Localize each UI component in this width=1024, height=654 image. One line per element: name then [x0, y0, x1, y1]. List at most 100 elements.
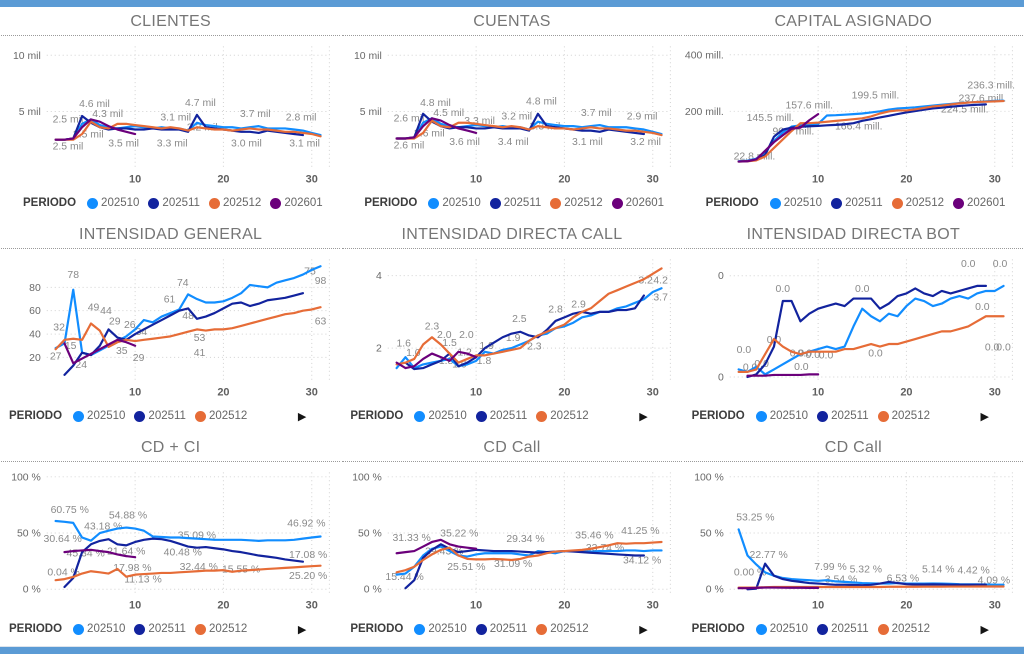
- data-label: 3.4 mil: [498, 137, 529, 148]
- legend-item-202511[interactable]: 202511: [817, 410, 869, 422]
- legend-color-dot: [194, 623, 206, 635]
- data-label: 237.6 mill.: [958, 93, 1006, 104]
- legend-color-dot: [148, 197, 160, 209]
- legend-item-202511[interactable]: 202511: [475, 623, 527, 635]
- y-axis-tick-label: 40: [29, 330, 41, 341]
- legend-item-202512[interactable]: 202512: [194, 623, 247, 635]
- legend-label: 202601: [625, 197, 665, 209]
- data-label: 11.13 %: [124, 574, 162, 585]
- data-label: 5.14 %: [922, 564, 955, 575]
- legend-item-202510[interactable]: 202510: [755, 410, 808, 422]
- data-label: 2.5 mil: [53, 115, 84, 126]
- legend-item-202511[interactable]: 202511: [831, 197, 883, 209]
- legend-item-202512[interactable]: 202512: [194, 410, 247, 422]
- data-label: 2.8: [549, 305, 564, 316]
- legend-item-202511[interactable]: 202511: [817, 623, 869, 635]
- line-chart[interactable]: 0 % 50 % 100 % 10 20 30 53.25 % 22.77 % 0.00 % 7.…: [684, 464, 1023, 616]
- legend-item-202601[interactable]: 202601: [952, 197, 1005, 209]
- legend-label: 202511: [831, 623, 869, 635]
- chart-card-3: CAPITAL ASIGNADO 200 mill. 400 mill. 10 20 3…: [683, 7, 1024, 220]
- series-line-202601: [395, 117, 478, 140]
- legend-color-dot: [817, 623, 829, 635]
- legend-next-arrow[interactable]: ▶: [980, 410, 989, 423]
- legend-color-dot: [755, 410, 767, 422]
- legend-label: 202510: [783, 197, 823, 209]
- data-label: 0.0: [818, 351, 833, 362]
- legend-item-202511[interactable]: 202511: [134, 623, 186, 635]
- legend-item-202510[interactable]: 202510: [414, 410, 467, 422]
- data-label: 29.34 %: [507, 534, 545, 545]
- legend-label: 202511: [162, 197, 200, 209]
- data-labels: 53.25 % 22.77 % 0.00 % 7.99 % 5.32 %3.54 % 6.…: [733, 513, 1009, 587]
- line-chart[interactable]: 0 % 50 % 100 % 10 20 30 31.33 % 35.22 % 39.43 % 1…: [342, 464, 681, 616]
- legend-color-dot: [475, 623, 487, 635]
- legend-item-202510[interactable]: 202510: [755, 623, 808, 635]
- line-chart[interactable]: 200 mill. 400 mill. 10 20 30 22.8 mill. 145.5 …: [684, 38, 1023, 190]
- legend-item-202512[interactable]: 202512: [208, 197, 261, 209]
- data-label: 75: [304, 267, 316, 278]
- legend-item-202512[interactable]: 202512: [891, 197, 944, 209]
- legend-item-202510[interactable]: 202510: [414, 623, 467, 635]
- y-axis-tick-label: 50 %: [17, 529, 41, 540]
- legend-next-arrow[interactable]: ▶: [639, 410, 648, 423]
- legend-next-arrow[interactable]: ▶: [297, 410, 307, 423]
- legend-item-202511[interactable]: 202511: [475, 410, 527, 422]
- data-label: 1.0: [406, 348, 421, 359]
- legend-item-202510[interactable]: 202510: [73, 623, 125, 635]
- legend-item-202512[interactable]: 202512: [536, 410, 589, 422]
- y-axis-tick-label: 0 %: [364, 585, 382, 596]
- data-label: 3.7 mil: [240, 109, 271, 120]
- legend-item-202510[interactable]: 202510: [87, 197, 139, 209]
- data-label: 43.18 %: [84, 522, 122, 533]
- data-label: 3.2: [639, 276, 654, 287]
- x-axis-tick-label: 10: [470, 387, 482, 399]
- legend-color-dot: [877, 410, 889, 422]
- x-axis-tick-label: 20: [900, 174, 912, 186]
- data-label: 236.3 mill.: [967, 81, 1015, 92]
- legend-label: 202512: [905, 197, 944, 209]
- data-label: 4.6 mil: [79, 99, 110, 110]
- legend-label: 202510: [87, 410, 126, 422]
- legend-item-202512[interactable]: 202512: [877, 410, 930, 422]
- series-line-202601: [63, 338, 137, 365]
- x-axis-tick-label: 30: [306, 174, 318, 186]
- legend-item-202511[interactable]: 202511: [489, 197, 541, 209]
- series-line-202601: [737, 586, 819, 590]
- legend-next-arrow[interactable]: ▶: [639, 623, 648, 636]
- legend-items: 202510 202511 202512: [73, 410, 256, 422]
- legend-next-arrow[interactable]: ▶: [297, 623, 307, 636]
- data-label: 22.8 mill.: [733, 151, 775, 162]
- legend-color-dot: [536, 623, 548, 635]
- legend-label: 202512: [550, 623, 589, 635]
- legend-title: PERIODO: [9, 410, 63, 422]
- data-label: 0.00 %: [733, 568, 766, 579]
- legend-item-202511[interactable]: 202511: [148, 197, 200, 209]
- legend-item-202512[interactable]: 202512: [877, 623, 930, 635]
- legend-item-202510[interactable]: 202510: [769, 197, 823, 209]
- legend-color-dot: [755, 623, 767, 635]
- legend-item-202511[interactable]: 202511: [134, 410, 186, 422]
- legend-item-202510[interactable]: 202510: [428, 197, 481, 209]
- legend-item-202601[interactable]: 202601: [611, 197, 665, 209]
- data-label: 2.6 mil: [394, 114, 425, 125]
- x-axis-tick-label: 30: [306, 387, 318, 399]
- y-axis-tick-label: 100 %: [353, 472, 383, 483]
- legend-item-202510[interactable]: 202510: [73, 410, 125, 422]
- chart-title: INTENSIDAD GENERAL: [1, 220, 341, 249]
- chart-title: CUENTAS: [342, 7, 682, 36]
- legend-item-202512[interactable]: 202512: [550, 197, 603, 209]
- series-line-202511: [746, 562, 987, 591]
- bottom-accent-bar: [0, 646, 1024, 654]
- legend-label: 202510: [428, 410, 467, 422]
- legend-next-arrow[interactable]: ▶: [980, 623, 989, 636]
- legend-item-202512[interactable]: 202512: [536, 623, 589, 635]
- legend-item-202601[interactable]: 202601: [270, 197, 323, 209]
